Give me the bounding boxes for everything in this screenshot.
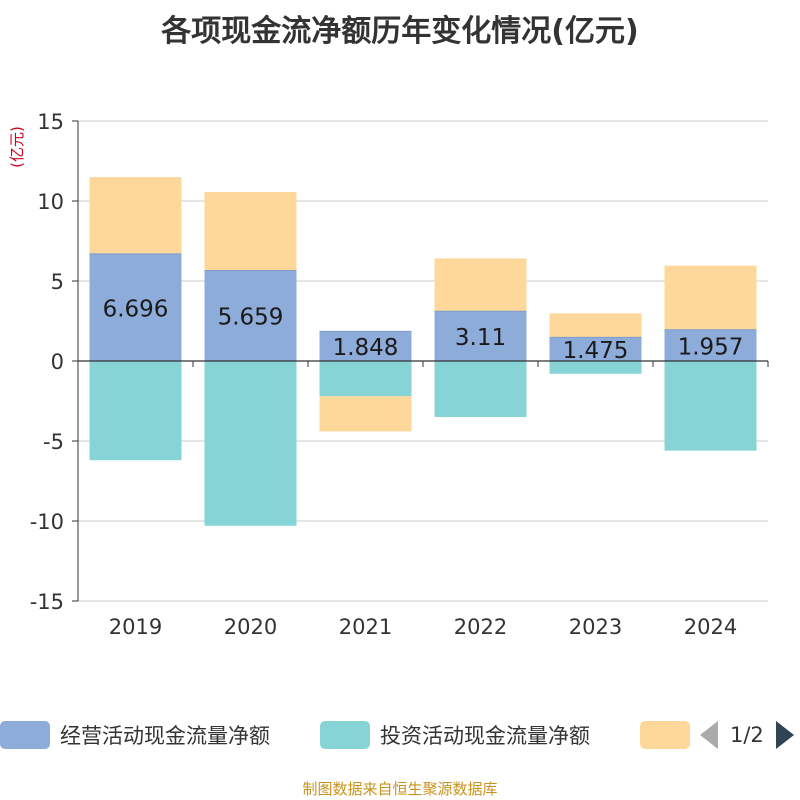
bar-series0-2019[interactable] xyxy=(89,253,182,361)
source-footer: 制图数据来自恒生聚源数据库 xyxy=(302,780,498,798)
legend-label-operating: 经营活动现金流量净额 xyxy=(60,724,270,748)
bar-series1-2020[interactable] xyxy=(204,361,297,526)
bars xyxy=(89,177,757,526)
x-tick-label: 2023 xyxy=(569,615,622,639)
legend-label-investing: 投资活动现金流量净额 xyxy=(380,724,590,748)
y-tick-label: 15 xyxy=(37,110,64,134)
data-label: 6.696 xyxy=(103,296,169,322)
bar-series1-2019[interactable] xyxy=(89,361,182,461)
y-tick-label: 10 xyxy=(37,190,64,214)
y-tick-label: -15 xyxy=(30,590,64,614)
bar-series0-2022[interactable] xyxy=(434,311,527,361)
bar-series1-2021[interactable] xyxy=(319,361,412,397)
legend-item-financing[interactable] xyxy=(640,717,690,753)
legend-prev-arrow-icon[interactable] xyxy=(700,721,718,749)
bar-series2-2024[interactable] xyxy=(664,265,757,330)
data-label: 3.11 xyxy=(455,325,506,351)
bar-series1-2024[interactable] xyxy=(664,361,757,451)
data-label: 5.659 xyxy=(218,305,284,331)
bar-series2-2023[interactable] xyxy=(549,313,642,338)
chart-title: 各项现金流净额历年变化情况(亿元) xyxy=(161,14,639,49)
legend-item-investing[interactable]: 投资活动现金流量净额 xyxy=(320,717,590,753)
y-axis-unit-label: (亿元) xyxy=(8,126,26,168)
bar-series0-2023[interactable] xyxy=(549,337,642,361)
legend-swatch-operating xyxy=(0,721,50,749)
x-tick-label: 2019 xyxy=(109,615,162,639)
legend-page-indicator: 1/2 xyxy=(730,723,764,747)
y-tick-label: 5 xyxy=(51,270,64,294)
bar-series0-2021[interactable] xyxy=(319,331,412,361)
bar-series0-2024[interactable] xyxy=(664,329,757,361)
legend-next-arrow-icon[interactable] xyxy=(775,721,794,749)
bar-series2-2021[interactable] xyxy=(319,396,412,432)
x-tick-label: 2021 xyxy=(339,615,392,639)
y-tick-label: -10 xyxy=(30,510,64,534)
grid-lines xyxy=(78,120,768,602)
data-label: 1.848 xyxy=(333,335,399,361)
legend-pager: 1/2 xyxy=(700,717,794,753)
legend: 经营活动现金流量净额 投资活动现金流量净额 1/2 xyxy=(0,717,800,753)
data-label: 1.475 xyxy=(563,338,629,364)
x-tick-label: 2020 xyxy=(224,615,277,639)
bar-series2-2019[interactable] xyxy=(89,177,182,254)
axes: 15 10 5 0 -5 -10 -15 2019 2020 2021 2022 2023 2024 xyxy=(30,110,769,639)
x-tick-label: 2022 xyxy=(454,615,507,639)
data-label: 1.957 xyxy=(678,334,744,360)
bar-series2-2020[interactable] xyxy=(204,192,297,271)
y-tick-label: 0 xyxy=(51,350,64,374)
data-labels: 6.696 5.659 1.848 3.11 1.475 1.957 xyxy=(103,296,744,364)
bar-series1-2023[interactable] xyxy=(549,361,642,374)
bar-series2-2022[interactable] xyxy=(434,258,527,312)
legend-item-operating[interactable]: 经营活动现金流量净额 xyxy=(0,717,270,753)
bar-series0-2020[interactable] xyxy=(204,270,297,361)
y-tick-label: -5 xyxy=(43,430,64,454)
legend-swatch-investing xyxy=(320,721,370,749)
bar-series1-2022[interactable] xyxy=(434,361,527,417)
legend-swatch-financing xyxy=(640,721,690,749)
x-tick-label: 2024 xyxy=(684,615,737,639)
